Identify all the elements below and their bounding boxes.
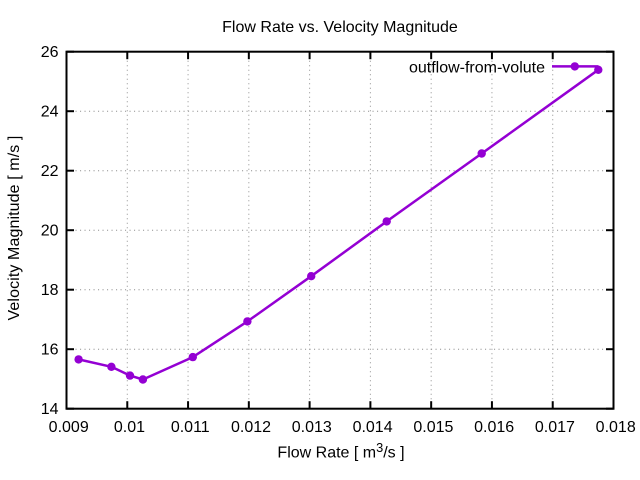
svg-text:26: 26 (41, 44, 59, 61)
svg-text:16: 16 (41, 342, 59, 359)
svg-text:22: 22 (41, 163, 59, 180)
svg-text:24: 24 (41, 104, 59, 121)
svg-text:0.012: 0.012 (231, 419, 271, 436)
svg-text:0.016: 0.016 (474, 419, 514, 436)
svg-text:0.018: 0.018 (596, 419, 636, 436)
svg-text:outflow-from-volute: outflow-from-volute (409, 60, 545, 77)
svg-text:0.015: 0.015 (413, 419, 453, 436)
svg-text:0.011: 0.011 (171, 419, 210, 436)
svg-text:18: 18 (41, 282, 59, 299)
svg-text:0.014: 0.014 (353, 419, 393, 436)
svg-text:Flow Rate vs. Velocity Magnitu: Flow Rate vs. Velocity Magnitude (222, 19, 458, 36)
svg-text:Flow Rate [ m3/s ]: Flow Rate [ m3/s ] (277, 440, 404, 462)
svg-text:Velocity Magnitude [ m/s ]: Velocity Magnitude [ m/s ] (6, 136, 23, 321)
svg-text:0.013: 0.013 (292, 419, 332, 436)
svg-text:20: 20 (41, 223, 59, 240)
svg-text:0.01: 0.01 (114, 419, 145, 436)
svg-text:0.017: 0.017 (535, 419, 575, 436)
svg-text:0.009: 0.009 (49, 419, 89, 436)
svg-text:14: 14 (41, 401, 59, 418)
